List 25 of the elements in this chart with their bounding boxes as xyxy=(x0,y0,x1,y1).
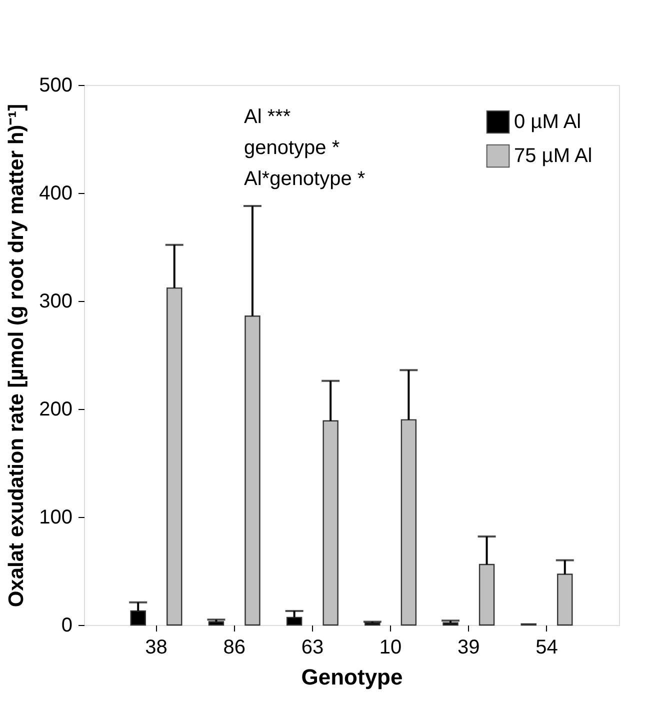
x-tick-label: 38 xyxy=(145,636,168,658)
annotation: Al *** xyxy=(244,106,291,128)
x-tick-label: 63 xyxy=(301,636,324,658)
annotation: Al*genotype * xyxy=(244,168,366,190)
x-tick-label: 10 xyxy=(379,636,402,658)
bar xyxy=(166,287,182,626)
y-tick-label: 400 xyxy=(39,182,72,204)
bar xyxy=(478,564,495,626)
x-tick-label: 86 xyxy=(223,636,246,658)
x-axis-title: Genotype xyxy=(301,664,403,690)
y-tick-label: 0 xyxy=(61,614,72,636)
bar xyxy=(322,420,338,626)
bar xyxy=(400,419,417,626)
y-axis-title: Oxalat exudation rate [µmol (g root dry matter h)⁻¹] xyxy=(5,104,28,608)
y-tick-label: 200 xyxy=(39,398,72,420)
legend-label: 75 µM Al xyxy=(514,145,592,167)
legend-label: 0 µM Al xyxy=(514,111,582,133)
y-tick-label: 100 xyxy=(39,506,72,528)
y-tick-label: 300 xyxy=(39,290,72,312)
bar xyxy=(244,316,260,626)
x-tick-label: 39 xyxy=(458,636,480,658)
bar xyxy=(557,574,573,626)
x-tick-label: 54 xyxy=(536,636,558,658)
y-tick-label: 500 xyxy=(39,74,72,96)
annotation: genotype * xyxy=(244,137,340,159)
